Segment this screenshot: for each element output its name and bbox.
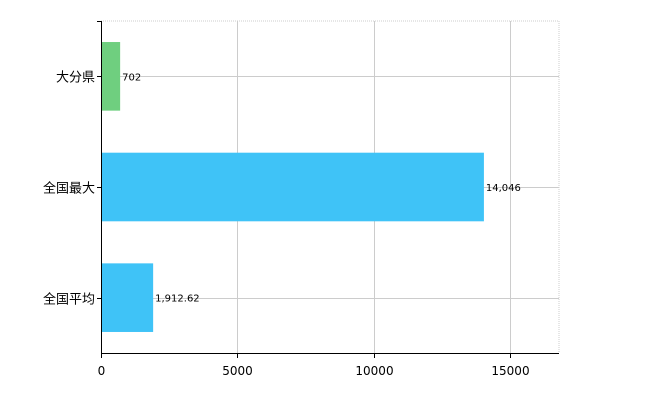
axis-layer [97,21,559,358]
y-tick-label-2: 全国平均 [43,292,95,308]
y-tick-label-0: 大分県 [56,71,95,86]
bar-value-label-1: 14,046 [486,183,521,194]
x-tick-label-15000: 15000 [491,364,529,378]
x-tick-label-0: 0 [98,364,106,378]
bar-value-label-0: 702 [122,72,141,83]
bar-2 [102,263,154,332]
y-tick-label-1: 全国最大 [43,181,95,197]
x-tick-label-5000: 5000 [222,364,253,378]
bar-1 [102,152,484,222]
bar-0 [102,42,121,111]
bar-value-label-2: 1,912.62 [155,294,200,305]
bar-layer [102,42,484,332]
x-tick-label-10000: 10000 [355,364,393,378]
